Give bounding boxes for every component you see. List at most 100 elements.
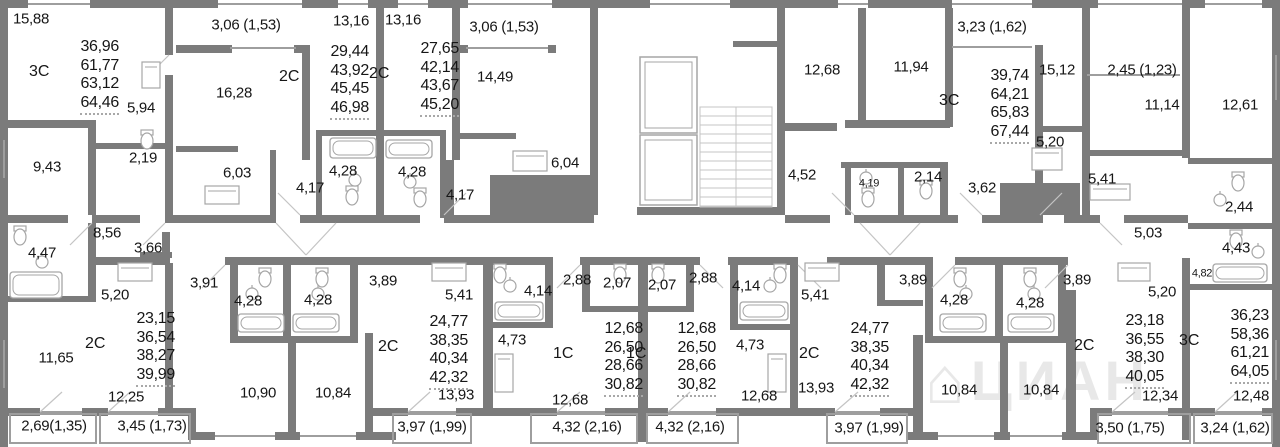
wall [1188,158,1272,164]
apartment-type-label: 2C [85,335,106,352]
wall [552,0,650,8]
wall [188,432,215,440]
toilet-bowl [258,270,272,288]
area-value: 63,12 [80,75,119,92]
bathtub-inner [12,274,60,296]
balcony-area-label: 2,69(1,35) [21,417,87,435]
apartment-area-values: 23,15 36,54 38,27 39,99 [117,310,175,387]
room-area-label: 11,14 [1144,96,1180,114]
area-value: 24,77 [850,320,889,337]
room-area-label: 2,88 [689,269,717,287]
elevator-shaft-icon [639,134,698,206]
room-area-label: 2,07 [603,274,631,292]
total-area-value: 42,32 [850,376,889,397]
wall [637,207,785,215]
wall [1058,257,1066,343]
room-area-label: 4,17 [446,186,474,204]
room-area-label: 2,14 [914,168,942,186]
toilet-bowl [1023,270,1037,288]
apartment-area-stack: 3C 36,96 61,77 63,12 64,46 [29,38,119,115]
toilet-bowl [919,182,933,200]
toilet-bowl [1229,232,1243,250]
wall [716,408,790,416]
apartment-area-stack: 2C 23,15 36,54 38,27 39,99 [85,310,175,387]
wall [686,263,694,312]
total-area-value: 64,05 [1230,363,1269,384]
sink-icon [763,279,777,293]
room-area-label: 12,68 [740,387,778,405]
kitchen-unit-icon [141,61,161,89]
toilet-bowl [315,270,329,288]
wall [868,0,952,8]
door-swing-line [69,222,93,246]
wall [790,257,798,408]
total-area-value: 64,46 [80,94,119,115]
apartment-area-stack: 1C 12,68 26,50 28,66 30,82 [626,320,716,397]
wall [925,336,1066,343]
balcony-outline [99,413,191,444]
room-area-label: 4,28 [940,291,968,309]
room-area-label: 3,66 [134,239,162,257]
kitchen-unit-icon [767,353,787,393]
apartment-type-label: 3C [939,92,960,109]
apartment-area-stack: 2C 29,44 43,92 45,45 46,98 [279,43,369,120]
room-area-label: 5,41 [445,286,473,304]
wall [1000,340,1008,432]
apartment-type-label: 2C [279,68,300,85]
wall [1188,284,1272,290]
area-value: 29,44 [330,43,369,60]
wall [452,8,460,160]
bathtub-inner [942,316,984,330]
balcony-area-label: 3,45 (1,73) [117,417,187,435]
wall [302,0,338,8]
toilet-bowl [773,266,787,284]
door-swing-line [1044,264,1069,289]
room-area-label: 6,03 [223,164,251,182]
balcony-area-label: 3,06 (1,53) [469,18,539,36]
door-swing-line [859,222,891,256]
area-value: 23,18 [1125,312,1164,329]
room-area-label: 3,89 [1063,271,1091,289]
bathtub-inner [1215,266,1265,280]
bathtub-inner [295,316,337,330]
bathtub-icon [739,301,789,321]
door-swing-line [277,192,301,216]
wall [642,306,692,312]
room-area-label: 3,89 [899,271,927,289]
elevator-cab [644,139,693,201]
area-value: 23,15 [136,310,175,327]
wall [1066,290,1076,440]
balcony-area-label: 3,97 (1,99) [397,418,467,436]
bathtub-inner [240,316,282,330]
wall [1272,0,1280,447]
room-area-label: 3,89 [369,272,397,290]
kitchen-unit-icon [1117,262,1151,282]
room-area-label: 3,91 [190,274,218,292]
total-area-value: 30,82 [677,376,716,397]
wall [92,215,140,223]
room-area-label: 2,88 [563,271,591,289]
door-swing-line [931,264,956,289]
room-area-label: 4,17 [296,179,324,197]
room-area-label: 4,14 [524,282,552,300]
room-area-label: 13,16 [384,11,422,29]
room-area-label: 12,25 [107,388,145,406]
wall [858,8,866,128]
room-area-label: 10,84 [1022,381,1060,399]
wall [446,160,454,215]
wall [165,215,276,223]
door-swing-line [142,222,166,246]
apartment-area-stack: 2C 24,77 38,35 40,34 42,32 [378,313,468,390]
room-area-label: 12,68 [803,61,841,79]
toilet-bowl [613,266,627,284]
area-value: 43,67 [420,77,459,94]
area-value: 27,65 [420,40,459,57]
room-area-label: 16,28 [215,84,253,102]
area-value: 38,35 [429,331,468,349]
room-area-label: 15,88 [12,10,50,28]
wall [590,8,598,215]
bathtub-icon [1212,263,1268,283]
apartment-type-label: 1C [553,345,574,362]
bathtub-icon [9,271,63,299]
